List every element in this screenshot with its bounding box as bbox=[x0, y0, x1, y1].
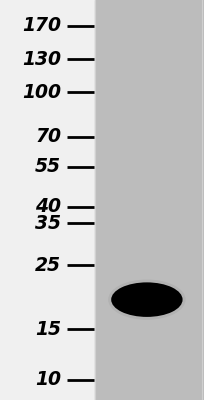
Text: 100: 100 bbox=[22, 82, 61, 102]
Text: 10: 10 bbox=[35, 370, 61, 389]
Text: 55: 55 bbox=[35, 157, 61, 176]
Text: 40: 40 bbox=[35, 197, 61, 216]
Ellipse shape bbox=[124, 289, 169, 310]
Ellipse shape bbox=[108, 280, 186, 320]
Ellipse shape bbox=[111, 282, 183, 317]
Text: 70: 70 bbox=[35, 127, 61, 146]
Ellipse shape bbox=[120, 287, 173, 312]
Text: 130: 130 bbox=[22, 50, 61, 69]
Text: 35: 35 bbox=[35, 214, 61, 233]
Ellipse shape bbox=[114, 284, 180, 316]
Bar bbox=[95, 0, 204, 400]
Text: 170: 170 bbox=[22, 16, 61, 35]
Text: 15: 15 bbox=[35, 320, 61, 339]
Ellipse shape bbox=[135, 294, 159, 305]
Text: 25: 25 bbox=[35, 256, 61, 275]
Ellipse shape bbox=[130, 291, 164, 308]
Ellipse shape bbox=[118, 286, 175, 313]
